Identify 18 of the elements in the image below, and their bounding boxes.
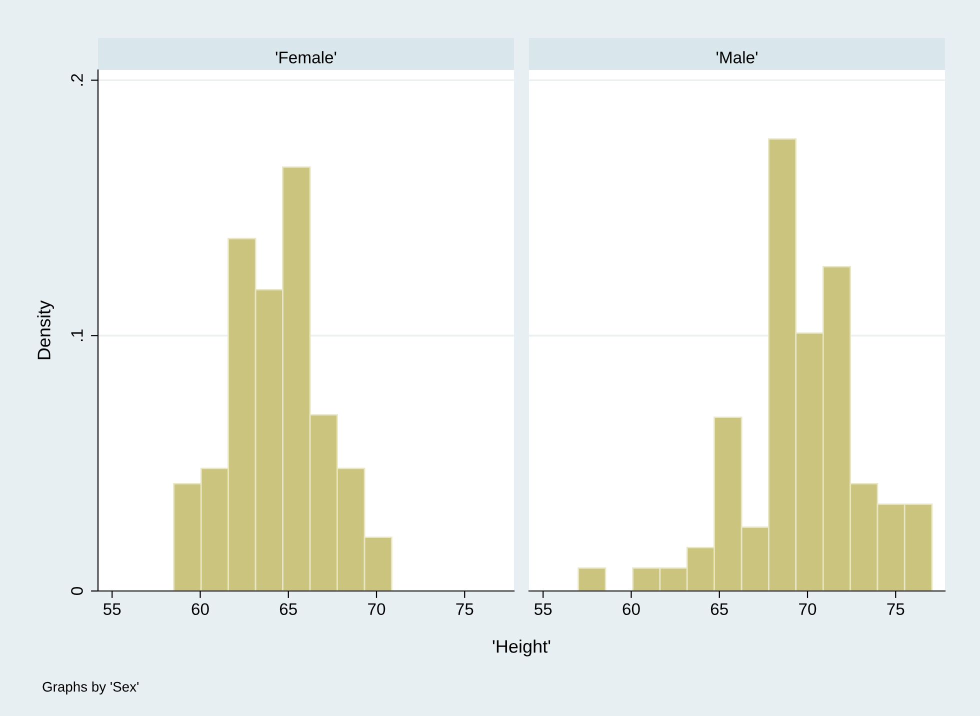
x-axis-title: 'Height' bbox=[492, 640, 550, 656]
x-tick-label: 75 bbox=[456, 603, 474, 616]
x-tick-label: 65 bbox=[710, 603, 728, 616]
y-tick-label: 0 bbox=[71, 587, 83, 595]
x-tick-label: 60 bbox=[192, 603, 209, 616]
text: Graphs by 'Sex' bbox=[42, 682, 138, 694]
x-tick-label: 55 bbox=[534, 603, 552, 616]
x-tick-label: 75 bbox=[887, 603, 904, 616]
y-tick-label: .1 bbox=[71, 329, 83, 342]
y-axis-title: Density bbox=[37, 300, 54, 360]
x-tick-label: 70 bbox=[368, 603, 386, 616]
x-tick-label: 55 bbox=[104, 603, 121, 616]
chart-title: 'Male' bbox=[716, 51, 758, 64]
x-tick-label: 60 bbox=[622, 603, 640, 616]
x-tick-label: 70 bbox=[799, 603, 816, 616]
x-tick-label: 65 bbox=[280, 603, 297, 616]
y-tick-label: .2 bbox=[71, 74, 83, 86]
chart-title: 'Female' bbox=[276, 51, 336, 64]
